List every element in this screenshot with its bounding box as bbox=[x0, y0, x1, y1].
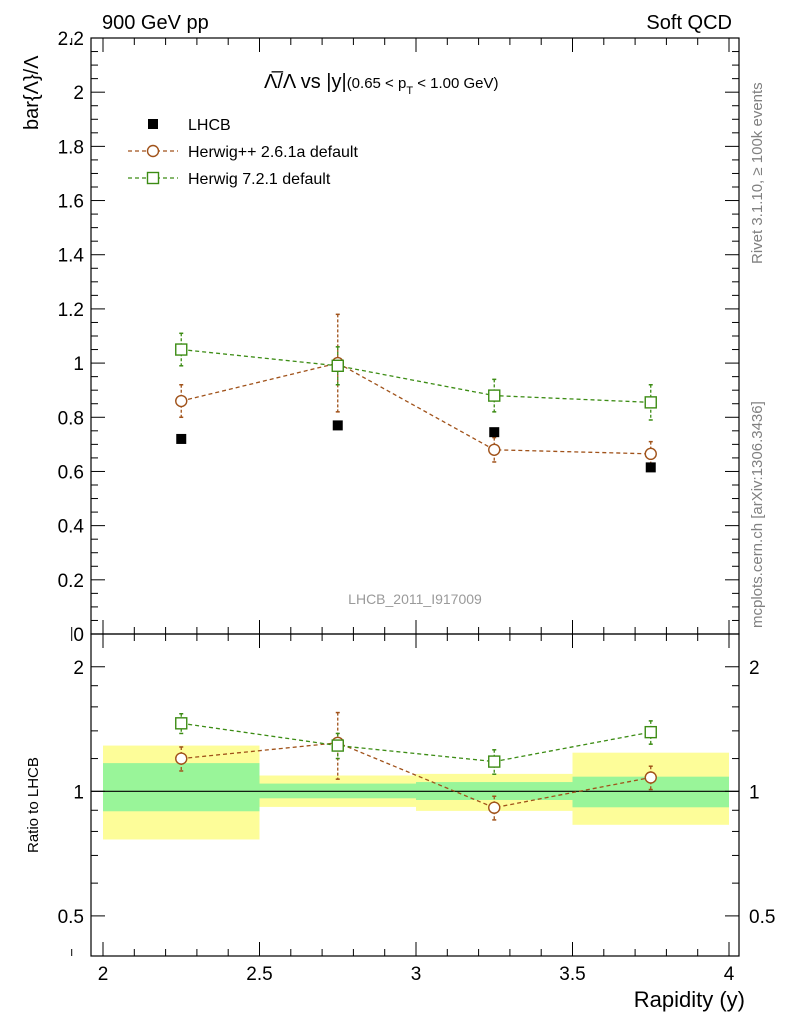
plot-title-sub-suffix: < 1.00 GeV) bbox=[413, 75, 498, 92]
herwig-old-point bbox=[644, 447, 657, 461]
ratio-y-tick-label-right: 2 bbox=[749, 658, 760, 679]
main-y-tick-label: 1.8 bbox=[58, 137, 84, 158]
lhcb-data-point bbox=[332, 420, 343, 431]
main-y-tick-label: 2 bbox=[73, 83, 84, 104]
herwig-new-point bbox=[488, 389, 501, 402]
x-tick-label: 3.5 bbox=[559, 964, 585, 985]
lhcb-data-point bbox=[645, 462, 656, 473]
main-y-tick-label: 0.4 bbox=[58, 517, 85, 538]
ratio-plot-frame bbox=[90, 633, 740, 957]
legend-herwig-old-marker bbox=[146, 144, 160, 158]
x-axis-label: Rapidity (y) bbox=[634, 987, 745, 1012]
x-tick-label: 3 bbox=[411, 964, 422, 985]
main-y-tick-label: 0.2 bbox=[58, 571, 84, 592]
ratio-herwig-new-point bbox=[644, 725, 657, 739]
legend: LHCB Herwig++ 2.6.1a default Herwig 7.2.1 … bbox=[128, 117, 358, 188]
main-plot: 0 0.2 0.4 0.6 0.8 1 1.2 1.4 1.6 1.8 2 2.2 bbox=[58, 29, 740, 648]
ratio-herwig-new-point bbox=[331, 739, 344, 752]
plot-title-sub-prefix: (0.65 < p bbox=[347, 75, 407, 92]
legend-entry-label: LHCB bbox=[188, 117, 231, 134]
plot-title-main: Λ̅/Λ vs |y| bbox=[264, 70, 347, 93]
ratio-herwig-new-point bbox=[175, 717, 188, 730]
herwig-new-point bbox=[644, 396, 657, 409]
ratio-y-axis-label: Ratio to LHCB bbox=[25, 757, 42, 853]
lhcb-data-point bbox=[489, 427, 500, 438]
main-y-tick-label: 1.4 bbox=[58, 246, 85, 267]
ratio-y-tick-label-right: 0.5 bbox=[749, 907, 775, 928]
main-y-tick-label: 0.6 bbox=[58, 462, 84, 483]
herwig-old-line bbox=[181, 362, 651, 455]
analysis-watermark: LHCB_2011_I917009 bbox=[348, 591, 482, 607]
ratio-herwig-old-point bbox=[488, 801, 501, 814]
main-y-tick-label: 0.8 bbox=[58, 408, 84, 429]
ratio-plot: 2 2.5 3 3.5 4 0.5 0.5 1 1 2 2 bbox=[58, 38, 775, 985]
ratio-y-tick-label: 1 bbox=[73, 782, 84, 803]
x-tick-label: 2.5 bbox=[246, 964, 272, 985]
mcplots-reference-label: mcplots.cern.ch [arXiv:1306.3436] bbox=[749, 401, 766, 628]
header-left-label: 900 GeV pp bbox=[102, 12, 209, 34]
herwig-new-line bbox=[181, 348, 651, 404]
main-y-tick-label: 1 bbox=[73, 354, 84, 375]
ratio-y-tick-label-right: 1 bbox=[749, 782, 760, 803]
plot-title: Λ̅/Λ vs |y|(0.65 < pT < 1.00 GeV) bbox=[264, 70, 499, 97]
plot-title-sub-subscript: T bbox=[406, 85, 413, 97]
ratio-herwig-old-line bbox=[181, 742, 651, 809]
main-y-axis-label: bar{Λ}/Λ bbox=[21, 55, 43, 130]
herwig-old-point bbox=[175, 394, 188, 408]
herwig-old-point bbox=[488, 443, 501, 456]
rivet-version-label: Rivet 3.1.10, ≥ 100k events bbox=[749, 82, 766, 264]
legend-herwig-new-marker bbox=[146, 171, 160, 185]
legend-entry-label: Herwig 7.2.1 default bbox=[188, 171, 331, 188]
lhcb-data-point bbox=[176, 433, 187, 444]
legend-entry-label: Herwig++ 2.6.1a default bbox=[188, 144, 358, 161]
x-tick-label: 4 bbox=[724, 964, 735, 985]
ratio-herwig-old-point bbox=[644, 771, 657, 784]
ratio-y-tick-label: 2 bbox=[73, 658, 84, 679]
x-tick-label: 2 bbox=[98, 964, 109, 985]
herwig-new-point bbox=[331, 359, 344, 372]
ratio-herwig-new-point bbox=[488, 755, 501, 768]
main-y-tick-label: 1.6 bbox=[58, 192, 84, 213]
ratio-y-tick-label: 0.5 bbox=[58, 907, 84, 928]
legend-lhcb-marker bbox=[148, 119, 158, 129]
ratio-herwig-old-point bbox=[175, 752, 188, 765]
header-right-label: Soft QCD bbox=[646, 12, 732, 34]
herwig-new-point bbox=[175, 343, 188, 356]
main-y-tick-label: 2.2 bbox=[58, 29, 84, 50]
main-y-tick-label: 0 bbox=[73, 625, 84, 646]
ratio-herwig-new-line bbox=[181, 722, 651, 763]
main-y-tick-label: 1.2 bbox=[58, 300, 84, 321]
